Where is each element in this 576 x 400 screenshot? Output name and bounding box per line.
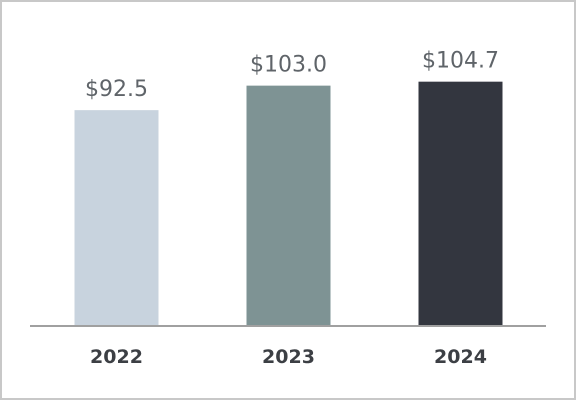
bars-group <box>74 81 503 327</box>
value-label-2023: $103.0 <box>250 53 327 78</box>
value-label-2024: $104.7 <box>422 49 499 74</box>
bar-2023 <box>246 85 331 327</box>
category-label-2023: 2023 <box>262 346 315 368</box>
category-label-2022: 2022 <box>90 346 143 368</box>
bar-2022 <box>74 110 159 326</box>
value-labels-group: $92.5 $103.0 $104.7 <box>85 49 499 102</box>
category-label-2024: 2024 <box>434 346 487 368</box>
bar-2024 <box>418 81 503 326</box>
category-labels-group: 2022 2023 2024 <box>90 346 487 368</box>
value-label-2022: $92.5 <box>85 77 148 102</box>
